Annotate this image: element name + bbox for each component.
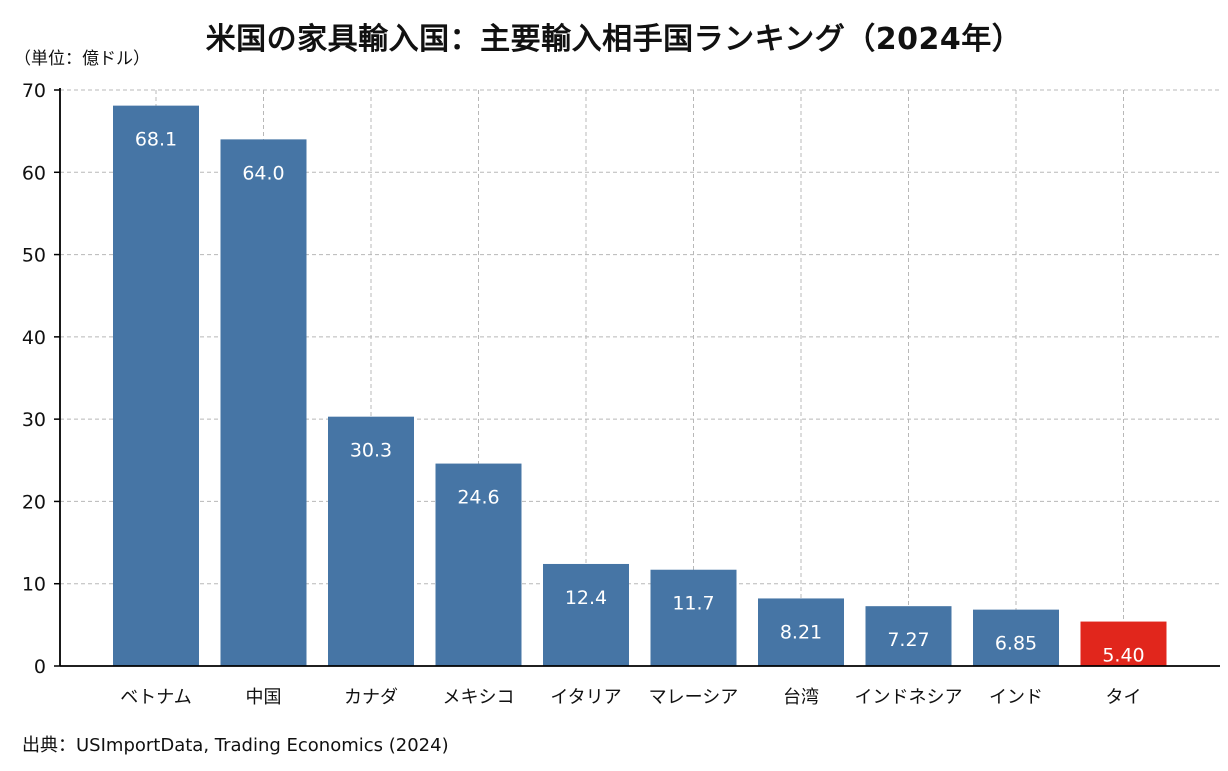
x-tick-label: タイ	[1106, 687, 1142, 708]
data-label: 7.27	[887, 629, 929, 651]
y-tick-label: 10	[22, 574, 46, 596]
source-note: 出典：USImportData, Trading Economics (2024…	[22, 735, 449, 756]
data-label: 8.21	[780, 621, 822, 643]
y-tick-label: 20	[22, 491, 46, 513]
data-label: 30.3	[350, 440, 392, 462]
x-tick-label: インドネシア	[855, 687, 963, 708]
x-tick-label: メキシコ	[443, 687, 515, 708]
data-label: 5.40	[1102, 645, 1144, 667]
bar	[220, 139, 307, 666]
x-tick-label: インド	[989, 687, 1043, 708]
y-tick-label: 0	[34, 656, 46, 678]
x-tick-label: 中国	[246, 687, 282, 708]
x-tick-label: マレーシア	[649, 687, 739, 708]
data-label: 68.1	[135, 129, 177, 151]
bar	[1080, 621, 1167, 666]
y-tick-label: 50	[22, 245, 46, 267]
x-tick-label: カナダ	[344, 687, 398, 708]
y-tick-label: 30	[22, 409, 46, 431]
data-label: 64.0	[242, 162, 284, 184]
y-tick-label: 70	[22, 80, 46, 102]
bar	[758, 598, 844, 666]
bar	[435, 463, 522, 666]
bar	[865, 606, 952, 666]
y-tick-label: 60	[22, 162, 46, 184]
x-tick-labels: ベトナム 中国 カナダ メキシコ イタリア マレーシア 台湾 インドネシア インド タイ	[120, 687, 1141, 708]
x-tick-label: ベトナム	[120, 687, 191, 708]
bars	[113, 105, 1167, 667]
bar	[328, 416, 414, 666]
data-label: 11.7	[672, 593, 714, 615]
y-axis-unit-label: （単位：億ドル）	[14, 49, 150, 69]
data-label: 6.85	[995, 633, 1037, 655]
data-label: 24.6	[457, 487, 499, 509]
bar	[543, 563, 629, 666]
bar	[650, 569, 737, 666]
data-labels: 68.1 64.0 30.3 24.6 12.4 11.7 8.21 7.27 6.85 5.40	[135, 129, 1145, 667]
x-tick-label: 台湾	[783, 687, 819, 708]
data-label: 12.4	[565, 587, 607, 609]
y-tick-label: 40	[22, 327, 46, 349]
x-tick-label: イタリア	[550, 687, 621, 708]
y-tick-labels: 0 10 20 30 40 50 60 70	[22, 80, 46, 678]
bar	[113, 105, 199, 667]
chart-title: 米国の家具輸入国：主要輸入相手国ランキング（2024年）	[205, 22, 1023, 57]
bar	[973, 609, 1059, 666]
axes	[54, 88, 1220, 667]
